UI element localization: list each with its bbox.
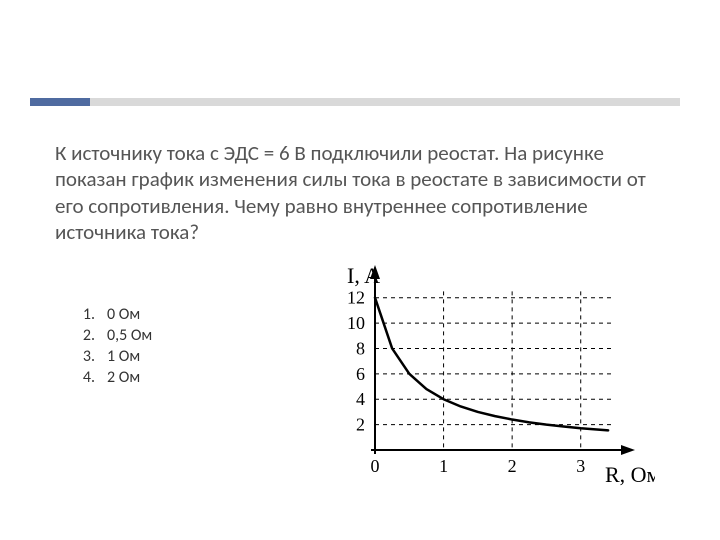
y-tick-label: 12 (347, 288, 365, 308)
y-tick-label: 2 (356, 415, 365, 435)
x-axis-arrow (621, 445, 635, 455)
x-tick-label: 1 (439, 456, 448, 476)
question-text: К источнику тока с ЭДС = 6 В подключили … (55, 140, 655, 245)
accent-seg-2 (90, 98, 680, 106)
x-tick-label: 2 (508, 456, 517, 476)
answer-number: 4. (75, 368, 95, 387)
answer-label: 1 Ом (107, 347, 140, 366)
answer-option: 3. 1 Ом (75, 347, 152, 366)
y-tick-label: 4 (356, 389, 365, 409)
y-tick-label: 8 (356, 338, 365, 358)
x-axis-label: R, Ом (605, 462, 655, 487)
x-tick-label: 3 (576, 456, 585, 476)
y-tick-label: 6 (356, 364, 365, 384)
iv-chart: 246810120123I, AR, Ом (305, 260, 655, 490)
answer-number: 2. (75, 326, 95, 345)
accent-bar (30, 98, 680, 106)
answer-label: 0,5 Ом (107, 326, 152, 345)
answer-option: 4. 2 Ом (75, 368, 152, 387)
answer-option: 2. 0,5 Ом (75, 326, 152, 345)
curve (375, 298, 608, 431)
answer-number: 1. (75, 305, 95, 324)
chart-svg: 246810120123I, AR, Ом (305, 260, 655, 490)
y-tick-label: 10 (347, 313, 365, 333)
answer-list: 1. 0 Ом 2. 0,5 Ом 3. 1 Ом 4. 2 Ом (75, 305, 152, 389)
answer-label: 0 Ом (107, 305, 140, 324)
answer-option: 1. 0 Ом (75, 305, 152, 324)
x-tick-label: 0 (371, 456, 380, 476)
y-axis-label: I, A (347, 263, 380, 288)
slide: К источнику тока с ЭДС = 6 В подключили … (0, 0, 720, 540)
accent-seg-1 (30, 98, 90, 106)
answer-label: 2 Ом (107, 368, 140, 387)
answer-number: 3. (75, 347, 95, 366)
